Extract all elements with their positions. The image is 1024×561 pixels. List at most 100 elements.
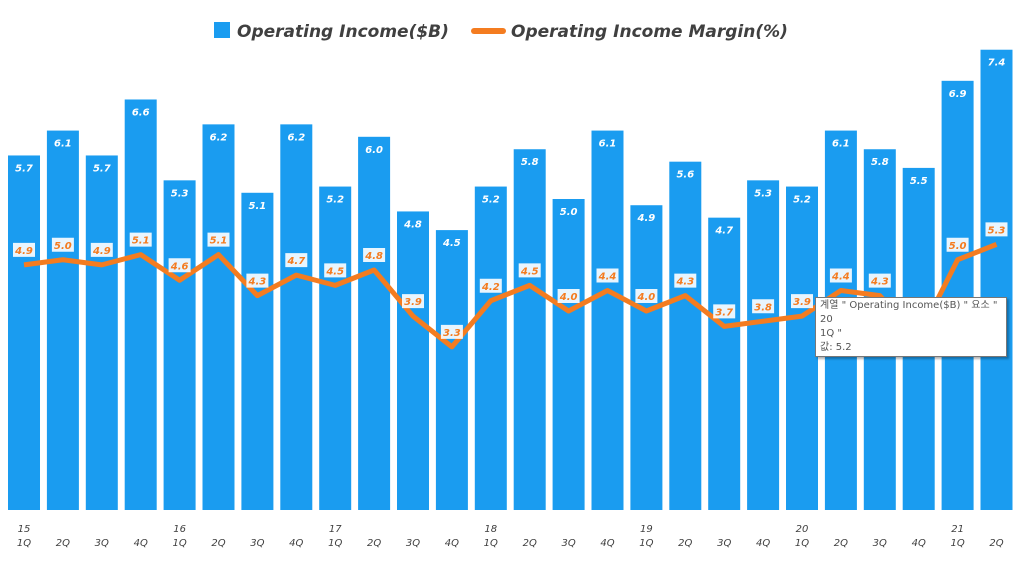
margin-value-label: 4.7 xyxy=(286,256,305,267)
x-tick-label: 4Q xyxy=(445,538,459,549)
tooltip-value: 값: 5.2 xyxy=(820,342,852,353)
margin-label-bg xyxy=(868,273,891,288)
bar[interactable] xyxy=(513,149,546,511)
bar-value-label: 5.8 xyxy=(521,157,539,168)
legend-line-label: Operating Income Margin(%) xyxy=(511,22,788,42)
bar[interactable] xyxy=(708,217,741,510)
margin-label-bg xyxy=(90,242,113,257)
margin-value-label: 4.5 xyxy=(325,266,344,277)
margin-label-bg xyxy=(985,222,1008,237)
margin-label-bg xyxy=(285,253,308,268)
tooltip-line: 계열 " Operating Income($B) " 요소 " 20 xyxy=(820,300,998,325)
x-tick-label: 3Q xyxy=(95,538,109,549)
x-tick-label: 4Q xyxy=(756,538,770,549)
x-tick-label: 3Q xyxy=(561,538,575,549)
x-tick-label: 4Q xyxy=(289,538,303,549)
x-year-label: 17 xyxy=(329,524,342,535)
bar[interactable] xyxy=(319,186,352,510)
x-tick-label: 2Q xyxy=(211,538,225,549)
bar[interactable] xyxy=(397,211,429,510)
bar[interactable] xyxy=(630,205,663,510)
bar-value-label: 5.8 xyxy=(871,157,889,168)
x-tick-label: 1Q xyxy=(172,538,186,549)
bar[interactable] xyxy=(124,99,157,510)
x-year-label: 15 xyxy=(18,524,31,535)
tooltip: 계열 " Operating Income($B) " 요소 " 20 1Q "… xyxy=(815,297,1007,357)
bar-value-label: 6.9 xyxy=(949,89,967,100)
margin-value-label: 4.3 xyxy=(870,277,889,288)
x-tick-label: 2Q xyxy=(678,538,692,549)
bar[interactable] xyxy=(241,192,274,510)
bar[interactable] xyxy=(85,155,118,510)
margin-label-bg xyxy=(635,289,658,303)
bar[interactable] xyxy=(941,80,974,510)
margin-value-label: 4.3 xyxy=(675,277,694,288)
margin-value-label: 5.1 xyxy=(210,236,228,247)
bar-value-label: 5.7 xyxy=(15,163,33,174)
x-tick-label: 1Q xyxy=(639,538,653,549)
bar-value-label: 5.5 xyxy=(910,176,928,187)
legend-bar-label: Operating Income($B) xyxy=(237,22,449,42)
margin-label-bg xyxy=(829,268,852,283)
bar-value-label: 5.1 xyxy=(249,201,267,212)
bar-value-label: 5.2 xyxy=(482,195,500,206)
x-year-label: 21 xyxy=(951,524,964,535)
x-tick-label: 1Q xyxy=(484,538,498,549)
bar-value-label: 5.0 xyxy=(560,207,578,218)
x-tick-label: 2Q xyxy=(367,538,381,549)
bar-value-label: 6.1 xyxy=(54,139,72,150)
x-tick-label: 4Q xyxy=(134,538,148,549)
x-tick-label: 1Q xyxy=(17,538,31,549)
bar-value-label: 6.0 xyxy=(365,145,383,156)
bar[interactable] xyxy=(280,124,313,511)
bar-value-label: 5.2 xyxy=(326,195,344,206)
bar-value-label: 4.8 xyxy=(403,219,422,230)
bar[interactable] xyxy=(358,136,391,511)
bar[interactable] xyxy=(980,49,1013,510)
margin-label-bg xyxy=(168,258,191,273)
margin-label-bg xyxy=(713,304,736,319)
margin-label-bg xyxy=(129,232,152,247)
bar[interactable] xyxy=(591,130,624,510)
margin-line[interactable] xyxy=(23,242,998,350)
bar[interactable] xyxy=(8,155,40,510)
bar-value-label: 5.6 xyxy=(676,170,694,181)
margin-value-label: 3.9 xyxy=(793,297,811,308)
margin-label-bg xyxy=(207,232,230,247)
margin-label-bg xyxy=(479,278,502,293)
bar[interactable] xyxy=(747,180,780,510)
bar-value-label: 5.7 xyxy=(93,163,111,174)
margin-label-bg xyxy=(402,294,424,309)
margin-value-label: 3.9 xyxy=(404,297,422,308)
bar[interactable] xyxy=(46,130,79,510)
bar[interactable] xyxy=(786,186,818,510)
x-year-label: 20 xyxy=(796,524,809,535)
bar-value-label: 4.7 xyxy=(714,226,733,237)
bar[interactable] xyxy=(474,186,507,510)
margin-label-bg xyxy=(440,324,463,339)
bar[interactable] xyxy=(669,161,702,510)
margin-label-bg xyxy=(518,263,541,278)
x-tick-label: 4Q xyxy=(600,538,614,549)
x-tick-label: 2Q xyxy=(834,538,848,549)
x-year-label: 16 xyxy=(173,524,186,535)
margin-value-label: 3.8 xyxy=(754,302,772,313)
x-year-label: 19 xyxy=(640,524,653,535)
margin-value-label: 5.0 xyxy=(949,241,967,252)
margin-label-bg xyxy=(51,237,74,252)
margin-value-label: 4.0 xyxy=(637,292,656,303)
bar[interactable] xyxy=(435,230,468,510)
legend-bar-swatch xyxy=(214,22,230,38)
margin-label-bg xyxy=(791,294,813,309)
bar[interactable] xyxy=(552,199,585,510)
tooltip-line: 1Q " xyxy=(820,328,843,339)
margin-value-label: 3.7 xyxy=(715,307,733,318)
bar[interactable] xyxy=(202,124,235,511)
margin-value-label: 4.6 xyxy=(170,261,189,272)
bar-value-label: 5.3 xyxy=(171,188,189,199)
x-tick-label: 2Q xyxy=(56,538,70,549)
bar[interactable] xyxy=(163,180,196,510)
margin-value-label: 4.9 xyxy=(14,246,33,257)
